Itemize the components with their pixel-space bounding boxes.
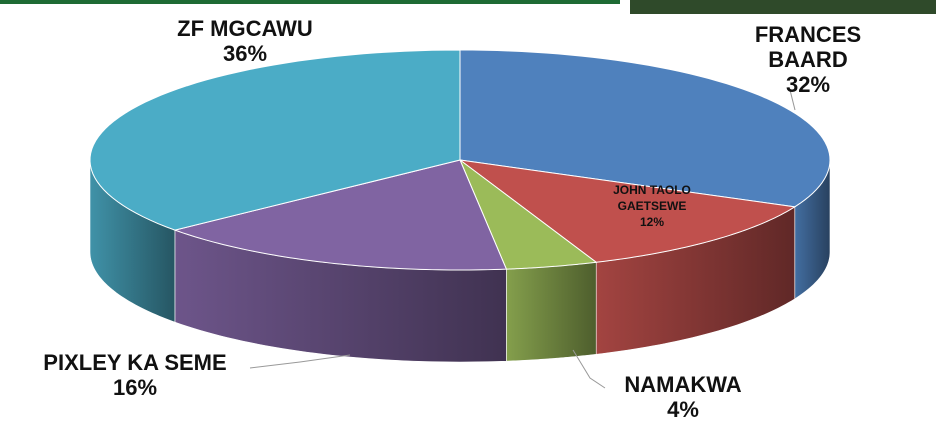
category-label: ZF MGCAWU bbox=[177, 16, 313, 41]
value-label: 16% bbox=[43, 375, 226, 400]
chart: FRANCES BAARD32% JOHN TAOLO GAETSEWE12% NA… bbox=[0, 0, 936, 424]
slice-side bbox=[506, 262, 596, 361]
header-strip bbox=[0, 0, 620, 4]
category-label: PIXLEY KA SEME bbox=[43, 350, 226, 375]
value-label: 32% bbox=[744, 72, 872, 97]
value-label: 36% bbox=[177, 41, 313, 66]
header-photo bbox=[630, 0, 936, 14]
value-label: 12% bbox=[597, 214, 707, 230]
category-label: FRANCES BAARD bbox=[744, 22, 872, 72]
category-label: NAMAKWA bbox=[624, 372, 741, 397]
leader-line bbox=[250, 355, 350, 368]
category-label: JOHN TAOLO GAETSEWE bbox=[597, 182, 707, 214]
value-label: 4% bbox=[624, 397, 741, 422]
